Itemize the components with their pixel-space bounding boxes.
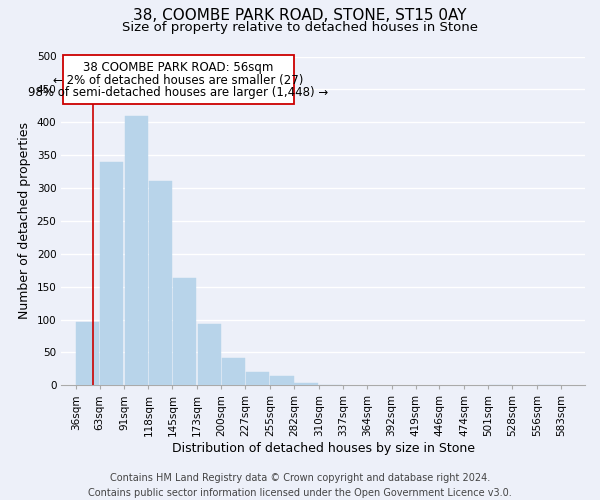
Bar <box>100 162 123 386</box>
Text: ← 2% of detached houses are smaller (27): ← 2% of detached houses are smaller (27) <box>53 74 304 86</box>
Bar <box>488 384 512 386</box>
Bar <box>538 384 560 386</box>
X-axis label: Distribution of detached houses by size in Stone: Distribution of detached houses by size … <box>172 442 475 455</box>
Bar <box>62 55 294 104</box>
Bar <box>173 278 196 386</box>
Text: 38 COOMBE PARK ROAD: 56sqm: 38 COOMBE PARK ROAD: 56sqm <box>83 60 274 74</box>
Bar <box>197 324 221 386</box>
Bar <box>295 384 317 386</box>
Bar <box>76 322 99 386</box>
Y-axis label: Number of detached properties: Number of detached properties <box>18 122 31 320</box>
Text: 98% of semi-detached houses are larger (1,448) →: 98% of semi-detached houses are larger (… <box>28 86 328 99</box>
Text: Contains HM Land Registry data © Crown copyright and database right 2024.
Contai: Contains HM Land Registry data © Crown c… <box>88 472 512 498</box>
Text: 38, COOMBE PARK ROAD, STONE, ST15 0AY: 38, COOMBE PARK ROAD, STONE, ST15 0AY <box>133 8 467 22</box>
Bar <box>149 182 172 386</box>
Text: Size of property relative to detached houses in Stone: Size of property relative to detached ho… <box>122 21 478 34</box>
Bar <box>245 372 269 386</box>
Bar <box>221 358 245 386</box>
Bar <box>271 376 293 386</box>
Bar <box>125 116 148 386</box>
Bar <box>319 384 343 386</box>
